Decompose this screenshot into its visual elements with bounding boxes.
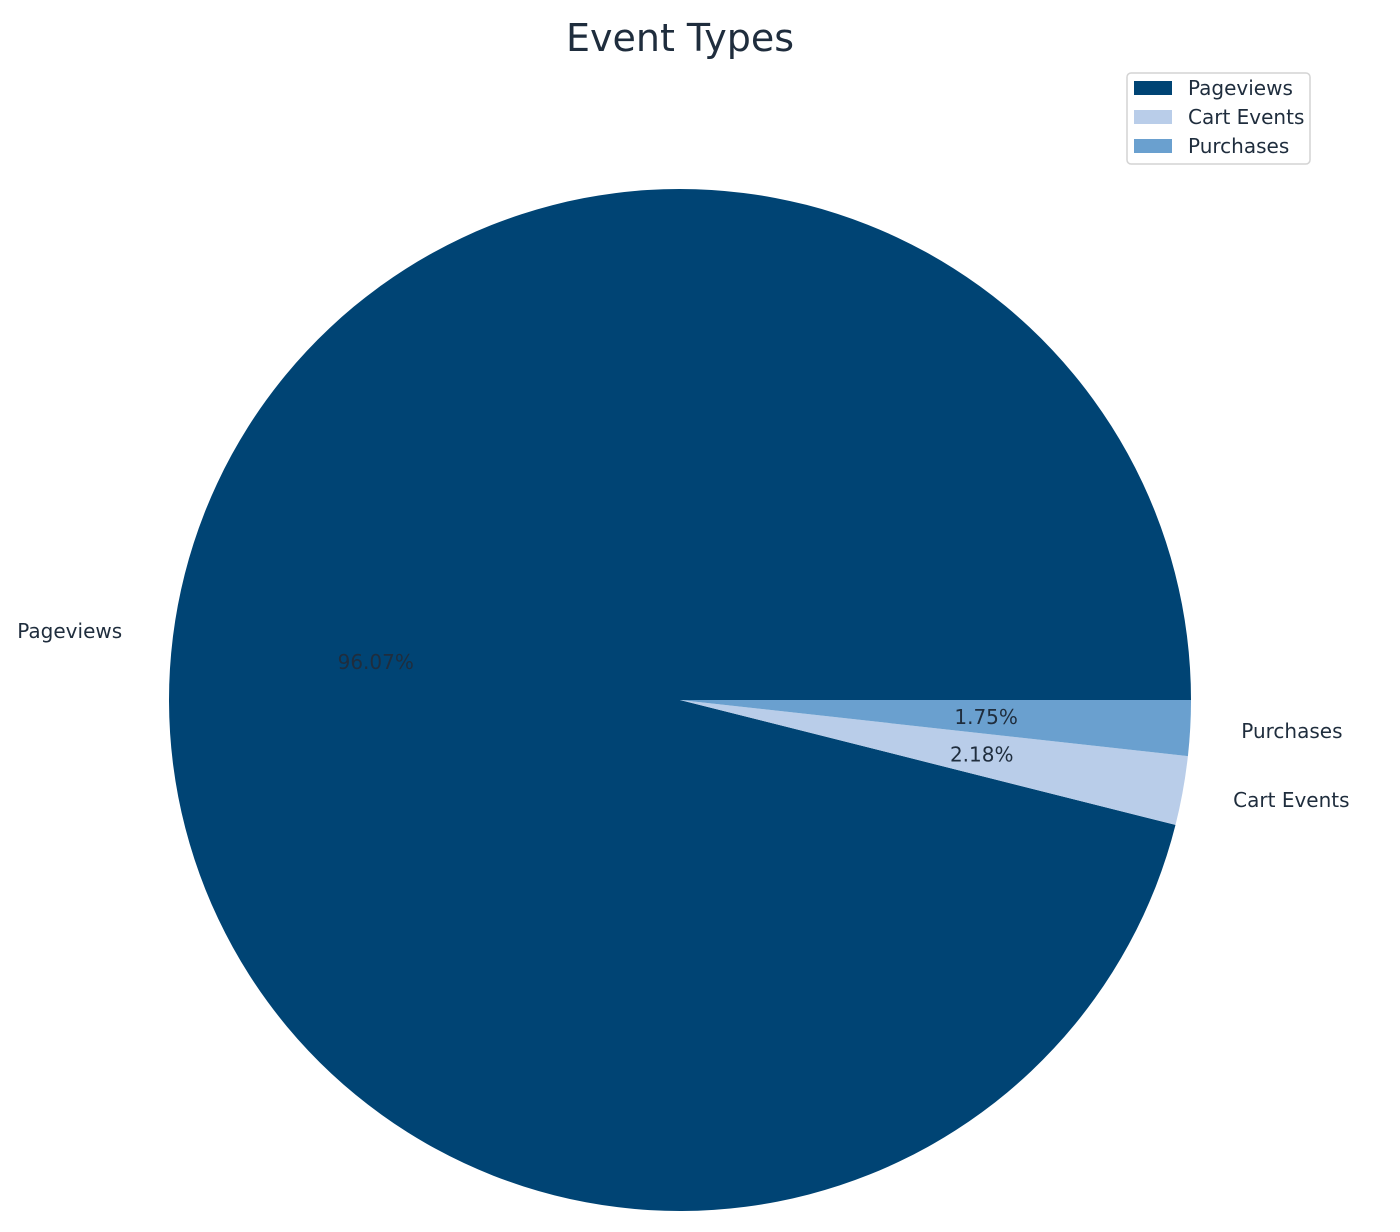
pie-slice-purchases [680,700,1191,757]
percent-label-pageviews: 96.07% [338,650,414,674]
legend-label-purchases: Purchases [1188,134,1289,158]
percentage-labels: 96.07% 2.18% 1.75% [338,650,1018,766]
chart-title: Event Types [566,16,794,60]
category-labels: Pageviews Cart Events Purchases [17,619,1349,812]
percent-label-purchases: 1.75% [954,705,1018,729]
legend-frame [1126,72,1311,165]
legend-label-cart-events: Cart Events [1188,105,1304,129]
legend-label-pageviews: Pageviews [1188,76,1293,100]
pie-slice-pageviews [168,189,1192,1212]
legend-swatch-pageviews [1134,81,1172,95]
pie-slices [168,189,1192,1212]
pie-slice-cart-events [680,700,1188,825]
category-label-purchases: Purchases [1241,719,1342,743]
percent-label-cart-events: 2.18% [950,742,1014,766]
legend-swatch-purchases [1134,139,1172,153]
legend-swatch-cart-events [1134,110,1172,124]
legend: Pageviews Cart Events Purchases [1126,72,1311,165]
category-label-cart-events: Cart Events [1233,788,1349,812]
legend-entries: Pageviews Cart Events Purchases [1134,76,1304,158]
category-label-pageviews: Pageviews [17,619,122,643]
